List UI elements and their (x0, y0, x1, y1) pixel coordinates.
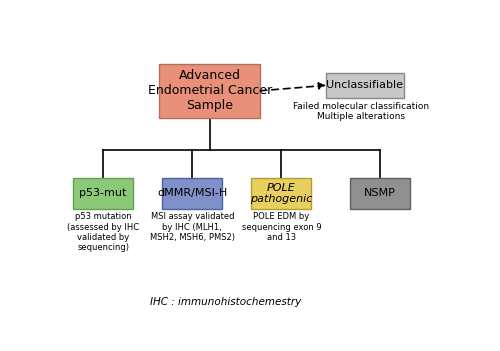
FancyBboxPatch shape (160, 64, 260, 118)
Text: POLE
pathogenic: POLE pathogenic (250, 183, 312, 204)
FancyBboxPatch shape (73, 178, 133, 209)
Text: NSMP: NSMP (364, 188, 396, 198)
FancyBboxPatch shape (162, 178, 222, 209)
Text: Advanced
Endometrial Cancer
Sample: Advanced Endometrial Cancer Sample (148, 69, 272, 112)
FancyBboxPatch shape (350, 178, 410, 209)
Text: p53 mutation
(assessed by IHC
validated by
sequencing): p53 mutation (assessed by IHC validated … (67, 212, 139, 252)
Text: POLE EDM by
sequencing exon 9
and 13: POLE EDM by sequencing exon 9 and 13 (242, 212, 321, 242)
Text: MSI assay validated
by IHC (MLH1,
MSH2, MSH6, PMS2): MSI assay validated by IHC (MLH1, MSH2, … (150, 212, 235, 242)
Text: Unclassifiable: Unclassifiable (326, 80, 403, 90)
Text: dMMR/MSI-H: dMMR/MSI-H (157, 188, 228, 198)
Text: Failed molecular classification
Multiple alterations: Failed molecular classification Multiple… (293, 101, 429, 121)
FancyBboxPatch shape (252, 178, 312, 209)
FancyBboxPatch shape (326, 73, 404, 98)
Text: p53-mut: p53-mut (80, 188, 127, 198)
Text: IHC : immunohistochemestry: IHC : immunohistochemestry (150, 297, 301, 307)
